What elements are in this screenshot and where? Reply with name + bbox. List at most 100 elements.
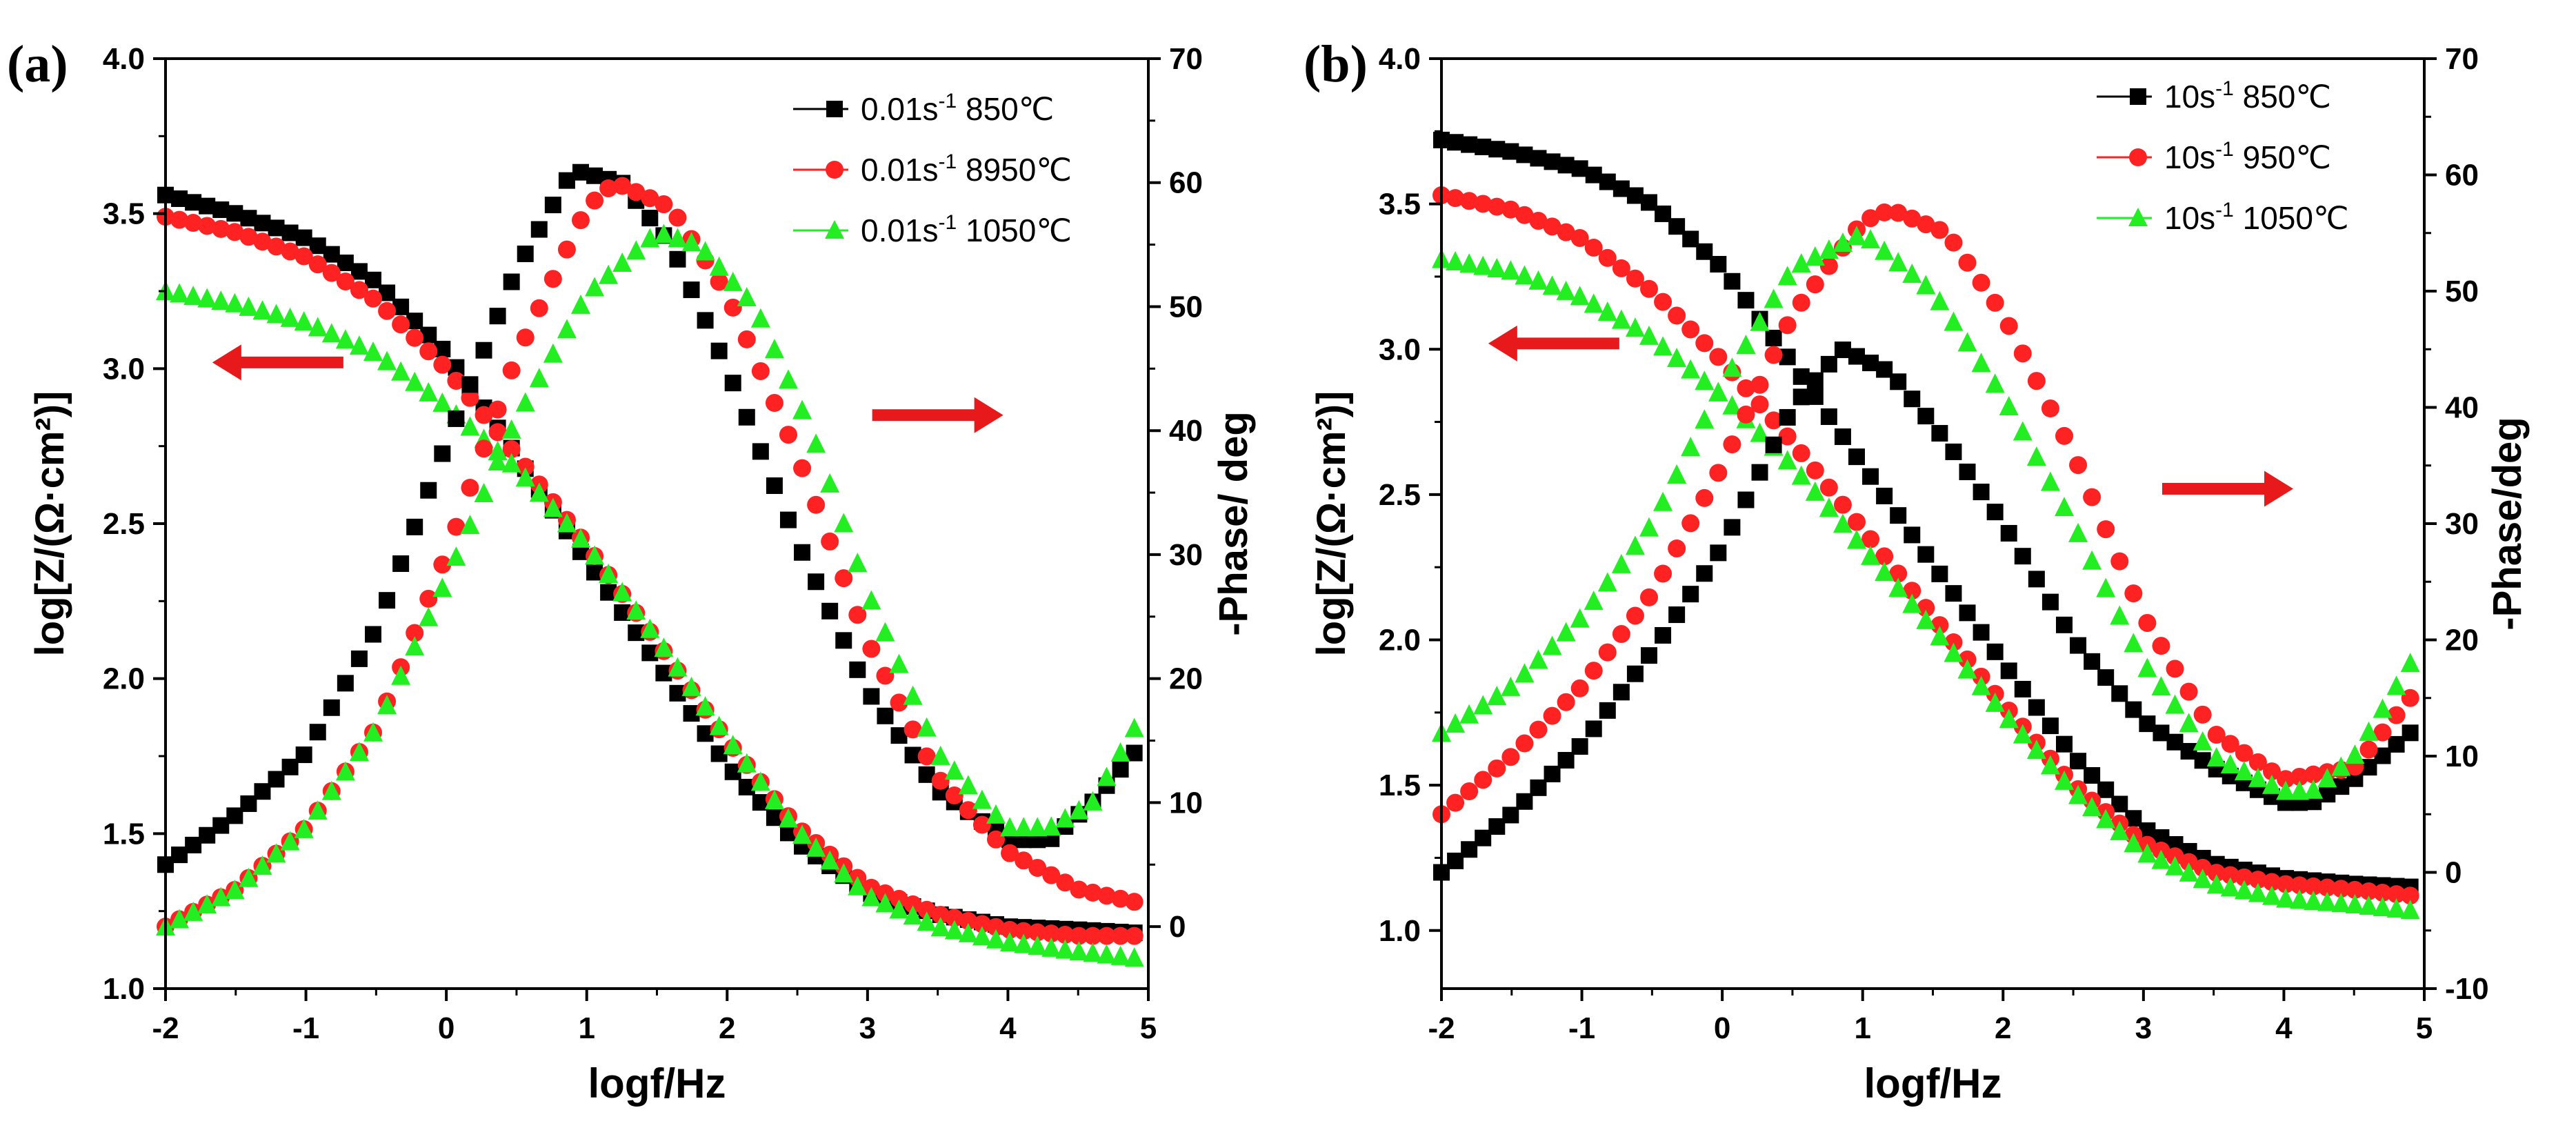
point-square — [171, 190, 188, 208]
point-circle — [406, 624, 424, 642]
point-circle — [986, 830, 1005, 849]
point-triangle — [654, 637, 674, 657]
point-triangle — [958, 775, 978, 795]
point-triangle — [349, 742, 369, 762]
point-circle — [433, 555, 452, 574]
point-triangle — [750, 771, 770, 791]
point-circle — [1097, 927, 1116, 945]
point-triangle — [2026, 446, 2046, 466]
y-right-tick-label: 50 — [2445, 275, 2479, 308]
point-triangle — [1819, 239, 1839, 259]
point-triangle — [2234, 880, 2254, 900]
point-triangle — [2220, 753, 2240, 773]
point-square — [544, 197, 561, 214]
point-square — [1793, 388, 1810, 406]
point-square — [226, 205, 243, 222]
point-triangle — [1750, 422, 1770, 442]
point-square — [2097, 781, 2115, 798]
point-circle — [1446, 189, 1465, 208]
point-triangle — [930, 917, 950, 937]
point-triangle — [294, 818, 314, 838]
point-triangle — [2317, 768, 2337, 788]
point-square — [877, 707, 894, 724]
point-square — [1126, 744, 1143, 762]
point-triangle — [1833, 232, 1853, 252]
point-triangle — [432, 577, 452, 597]
point-square — [1475, 138, 1492, 155]
point-circle — [2193, 858, 2212, 877]
point-square — [1986, 504, 2004, 521]
point-circle — [1681, 514, 1700, 533]
point-triangle — [1916, 609, 1936, 629]
point-triangle — [2206, 747, 2226, 767]
point-triangle — [917, 717, 937, 737]
point-triangle — [2096, 809, 2116, 829]
point-triangle — [1000, 817, 1020, 837]
point-circle — [2248, 753, 2267, 771]
point-circle — [835, 569, 853, 588]
point-circle — [1042, 866, 1061, 884]
point-triangle — [1916, 275, 1936, 295]
point-circle — [2248, 871, 2267, 889]
point-circle — [2013, 344, 2032, 363]
x-tick-label: -1 — [1568, 1011, 1595, 1045]
legend-label: 10s-1 1050℃ — [2164, 199, 2349, 236]
point-square — [350, 263, 368, 280]
point-circle — [1764, 346, 1783, 364]
point-triangle — [806, 433, 826, 453]
y-left-tick-label: 2.0 — [1379, 624, 1421, 657]
point-triangle — [1473, 255, 1493, 275]
point-triangle — [2359, 895, 2379, 915]
point-square — [1502, 143, 1519, 160]
point-triangle — [170, 909, 190, 929]
point-circle — [2097, 520, 2115, 539]
point-triangle — [1487, 257, 1507, 277]
y-left-tick-label: 2.5 — [1379, 478, 1421, 512]
point-triangle — [239, 867, 259, 887]
point-triangle — [2040, 471, 2060, 491]
point-triangle — [1791, 252, 1811, 273]
point-triangle — [2373, 698, 2393, 718]
point-circle — [1084, 927, 1102, 945]
point-triangle — [820, 850, 840, 870]
point-square — [1986, 643, 2004, 660]
legend-marker-circle — [2129, 148, 2147, 166]
point-square — [1959, 604, 1976, 622]
point-square — [1640, 194, 1657, 211]
point-square — [2014, 548, 2031, 565]
point-square — [710, 342, 728, 359]
point-square — [697, 725, 714, 742]
point-circle — [557, 240, 576, 259]
point-square — [641, 210, 659, 227]
point-circle — [972, 815, 991, 834]
point-square — [2028, 571, 2045, 588]
point-square — [171, 846, 188, 864]
point-circle — [2318, 878, 2337, 897]
point-square — [406, 518, 423, 535]
point-triangle — [681, 232, 701, 252]
legend-marker-triangle — [2128, 208, 2148, 226]
point-square — [738, 408, 755, 426]
point-circle — [1986, 293, 2004, 312]
point-circle — [1639, 279, 1658, 298]
y-left-tick-label: 3.5 — [1379, 188, 1421, 221]
point-circle — [751, 361, 770, 380]
point-circle — [2262, 873, 2281, 891]
point-circle — [2277, 770, 2295, 789]
point-circle — [336, 272, 355, 290]
point-circle — [1598, 248, 1617, 267]
legend-label-exponent: -1 — [939, 150, 957, 173]
data-markers — [156, 164, 1144, 967]
point-circle — [447, 371, 466, 390]
point-triangle — [2096, 577, 2116, 597]
point-circle — [1833, 495, 1852, 514]
point-square — [199, 826, 216, 844]
legend-label-temperature: 8950℃ — [957, 152, 1072, 188]
point-triangle — [834, 513, 854, 533]
point-triangle — [1570, 608, 1590, 628]
point-circle — [959, 911, 977, 930]
point-triangle — [695, 241, 715, 261]
point-square — [683, 281, 700, 299]
point-square — [1682, 586, 1699, 603]
point-circle — [2235, 868, 2253, 887]
